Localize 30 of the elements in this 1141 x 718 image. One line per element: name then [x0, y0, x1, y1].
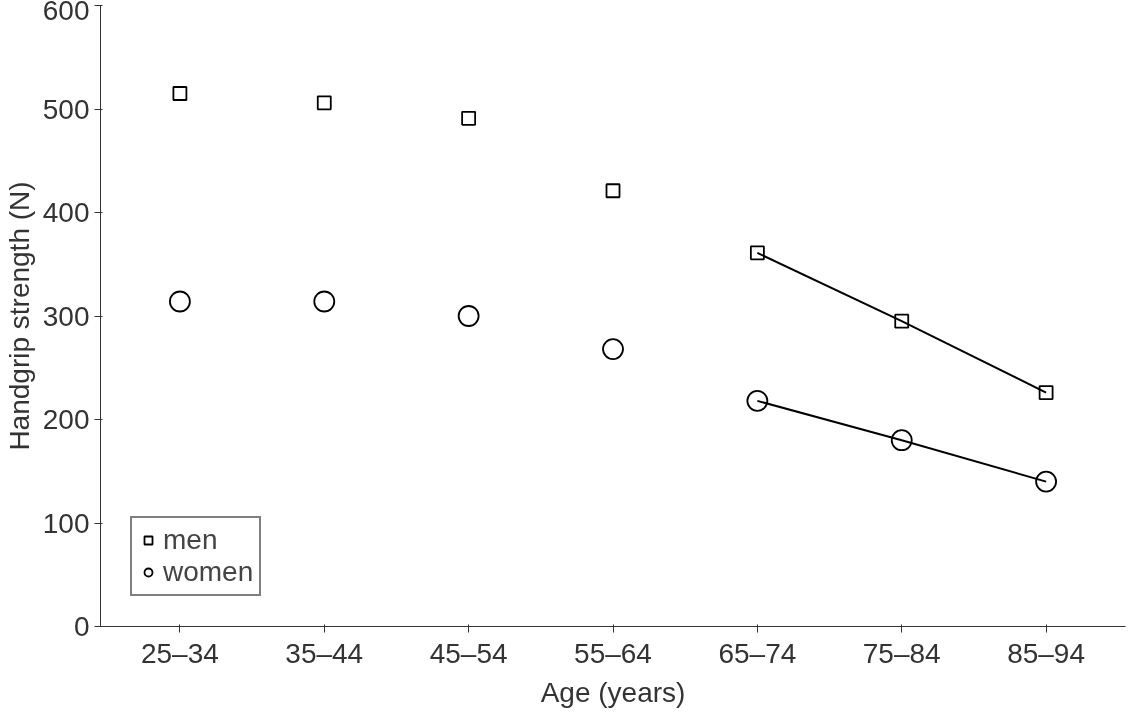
point [746, 389, 769, 412]
point [172, 86, 188, 101]
legend-label: men [163, 524, 218, 556]
x-tick-label: 25–34 [140, 637, 219, 669]
point [605, 183, 621, 199]
x-tick-label: 35–44 [285, 637, 364, 669]
y-tick-label: 500 [42, 93, 90, 125]
x-tick-label: 55–64 [574, 637, 652, 669]
y-tick-label: 0 [73, 611, 90, 642]
y-tick-label: 200 [42, 404, 90, 435]
x-tick-label: 75–84 [862, 637, 941, 669]
y-tick-label: 100 [42, 507, 90, 539]
point [316, 95, 332, 111]
point [461, 110, 477, 126]
point [602, 338, 624, 360]
x-tick-label: 85–94 [1007, 637, 1086, 669]
y-tick-label: 600 [42, 0, 90, 26]
point [749, 245, 765, 261]
x-tick-label: 45–54 [429, 637, 508, 669]
y-tick-label: 400 [42, 197, 90, 228]
point [169, 290, 191, 313]
legend-label: women [163, 556, 254, 588]
x-axis-title: Age (years) [540, 676, 686, 708]
point [457, 305, 480, 327]
point [313, 290, 336, 313]
y-axis-title: Handgrip strength (N) [3, 181, 35, 451]
x-tick-label: 65–74 [718, 637, 797, 669]
point [1035, 470, 1057, 493]
y-tick-label: 300 [42, 300, 90, 332]
point [1038, 385, 1054, 400]
